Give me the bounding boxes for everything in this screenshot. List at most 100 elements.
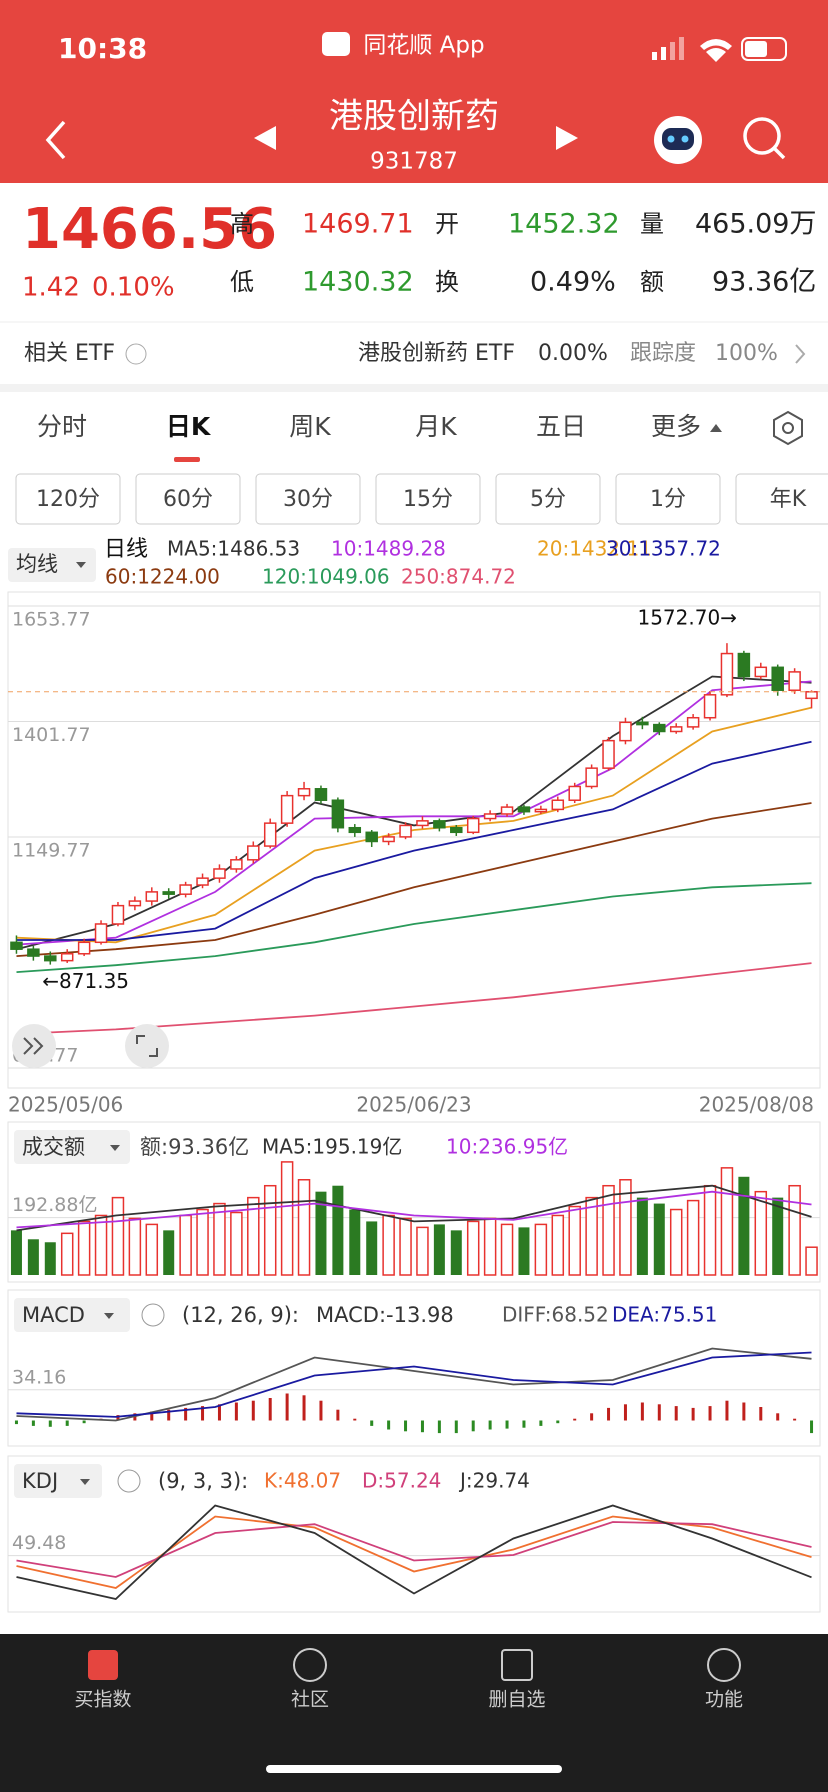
macd-bar xyxy=(319,1400,323,1421)
etf-name[interactable]: 港股创新药 ETF xyxy=(358,341,515,366)
period-button[interactable] xyxy=(735,473,828,525)
volume-selector[interactable]: 成交额 xyxy=(22,1135,85,1159)
y-tick-label: 1401.77 xyxy=(12,724,91,746)
annotation: ←871.35 xyxy=(42,969,129,993)
settings-button[interactable] xyxy=(773,410,803,446)
volume-bar xyxy=(772,1197,784,1275)
period-button[interactable] xyxy=(375,473,481,525)
back-button[interactable] xyxy=(45,120,66,160)
period-label[interactable]: 年K xyxy=(770,487,807,512)
field-value: 1452.32 xyxy=(508,209,620,240)
next-button[interactable] xyxy=(556,126,578,150)
header-title: 港股创新药 xyxy=(329,97,499,137)
volume-bar xyxy=(788,1184,801,1276)
tab[interactable]: 周K xyxy=(289,412,331,441)
volume-bar xyxy=(518,1227,530,1275)
separator xyxy=(0,384,828,392)
candle-body xyxy=(162,891,175,895)
annotation: 1572.70→ xyxy=(637,606,736,630)
kdj-selector[interactable]: KDJ xyxy=(22,1469,58,1493)
help-icon[interactable] xyxy=(141,1303,165,1327)
candle-body xyxy=(534,808,548,813)
fullscreen-button[interactable] xyxy=(125,1024,169,1068)
macd-dropdown[interactable] xyxy=(14,1298,130,1332)
y-tick-label: 49.48 xyxy=(12,1532,66,1554)
search-button[interactable] xyxy=(743,117,786,160)
candle-body xyxy=(788,671,801,691)
macd-bar xyxy=(437,1420,441,1434)
field-value: 1469.71 xyxy=(302,209,414,240)
period-button[interactable] xyxy=(495,473,601,525)
change: 1.42 xyxy=(22,273,80,303)
legend-item: 120:1049.06 xyxy=(262,565,390,589)
period-label[interactable]: 60分 xyxy=(163,487,213,512)
robot-button[interactable] xyxy=(654,116,702,164)
macd-bar xyxy=(387,1420,391,1430)
candle-body xyxy=(450,826,463,834)
volume-bar xyxy=(77,1220,91,1276)
period-button[interactable] xyxy=(255,473,361,525)
nav-item[interactable]: 功能 xyxy=(705,1689,743,1711)
help-icon[interactable] xyxy=(125,343,147,365)
macd-bar xyxy=(370,1420,374,1426)
tab[interactable]: 更多 xyxy=(651,412,701,441)
volume-bar xyxy=(213,1202,226,1276)
period-button[interactable] xyxy=(15,473,121,525)
macd-params: (12, 26, 9): xyxy=(182,1303,299,1327)
tab[interactable]: 分时 xyxy=(37,412,87,441)
y-tick-label: 34.16 xyxy=(12,1366,66,1388)
macd-bar xyxy=(454,1420,458,1434)
macd-bar xyxy=(353,1418,357,1421)
prev-button[interactable] xyxy=(254,126,276,150)
candle-body xyxy=(297,788,311,797)
etf-arrow[interactable] xyxy=(795,344,806,364)
macd-bar xyxy=(725,1400,729,1421)
expand-button[interactable] xyxy=(12,1024,56,1068)
tab[interactable]: 月K xyxy=(415,412,457,441)
legend-item: DIFF:68.52 xyxy=(502,1303,609,1327)
nav-item[interactable]: 社区 xyxy=(291,1689,329,1711)
period-label[interactable]: 15分 xyxy=(403,487,453,512)
macd-bar xyxy=(708,1406,712,1421)
volume-dropdown[interactable] xyxy=(14,1130,130,1164)
ma-selector[interactable]: 均线 xyxy=(16,552,58,576)
candle-body xyxy=(382,836,395,843)
macd-bar xyxy=(505,1420,509,1429)
period-label[interactable]: 5分 xyxy=(530,487,566,512)
indicator-line xyxy=(16,680,812,946)
candle-body xyxy=(247,845,260,861)
period-label[interactable]: 120分 xyxy=(36,487,100,512)
indicator-line xyxy=(16,1190,812,1229)
volume-bar xyxy=(349,1209,361,1275)
candle-body xyxy=(551,799,565,811)
price: 1466.56 xyxy=(22,197,277,262)
nav-item[interactable]: 买指数 xyxy=(74,1689,131,1711)
period-label[interactable]: 1分 xyxy=(650,487,686,512)
field-label: 开 xyxy=(435,210,459,238)
candle-body xyxy=(433,820,446,829)
candle-body xyxy=(263,822,277,847)
period-button[interactable] xyxy=(615,473,721,525)
volume-bar xyxy=(636,1197,648,1275)
help-icon[interactable] xyxy=(117,1469,141,1493)
field-value: 465.09万 xyxy=(695,209,816,240)
tab[interactable]: 日K xyxy=(166,412,212,441)
volume-bar xyxy=(551,1214,565,1276)
volume-bar xyxy=(263,1184,277,1276)
macd-selector[interactable]: MACD xyxy=(22,1303,85,1327)
macd-bar xyxy=(404,1420,408,1432)
volume-bar xyxy=(416,1226,429,1276)
ma-dropdown[interactable] xyxy=(8,548,96,582)
kdj-dropdown[interactable] xyxy=(14,1464,102,1498)
home-indicator xyxy=(266,1765,562,1773)
volume-bar xyxy=(60,1232,74,1276)
candle-body xyxy=(94,923,108,944)
more-arrow xyxy=(710,424,722,432)
indicator-line xyxy=(16,1521,812,1578)
period-label[interactable]: 30分 xyxy=(283,487,333,512)
nav-icon xyxy=(501,1649,533,1681)
indicator-line xyxy=(16,1515,812,1589)
tab[interactable]: 五日 xyxy=(536,412,586,441)
nav-item[interactable]: 删自选 xyxy=(488,1689,545,1711)
period-button[interactable] xyxy=(135,473,241,525)
